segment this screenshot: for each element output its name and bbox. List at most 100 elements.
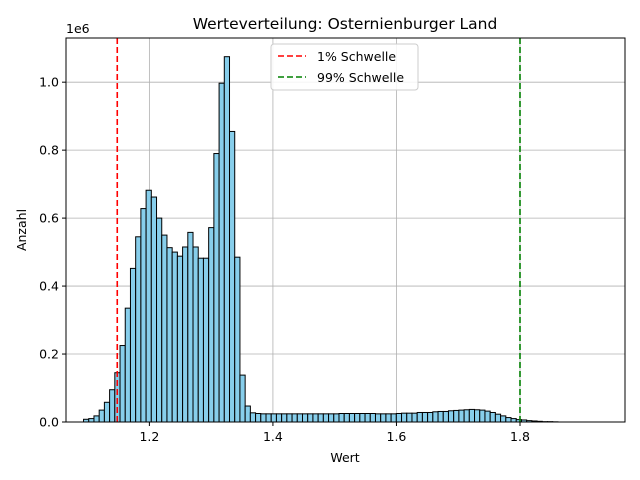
histogram-bar <box>427 411 434 423</box>
y-tick-label: 0.2 <box>39 347 59 362</box>
chart-title: Werteverteilung: Osternienburger Land <box>193 15 498 33</box>
histogram-bar <box>296 413 303 423</box>
plot-frame <box>65 37 626 423</box>
legend-label-1pct: 1% Schwelle <box>317 49 396 64</box>
histogram-bar <box>260 413 267 423</box>
histogram-bar <box>390 413 397 423</box>
histogram-bar <box>484 410 491 423</box>
histogram-bar <box>124 307 131 423</box>
y-axis-ticks: 0.0 0.2 0.4 0.6 0.8 1.0 <box>39 75 66 430</box>
histogram-bar <box>468 408 476 423</box>
x-tick-label: 1.4 <box>263 429 283 444</box>
histogram-bar <box>265 413 272 423</box>
histogram-bar <box>489 411 496 423</box>
histogram-bar <box>395 413 403 423</box>
histogram-bar <box>166 247 173 423</box>
histogram-bar <box>187 231 194 423</box>
histogram-bar <box>510 418 517 423</box>
histogram-bar <box>88 418 95 423</box>
x-tick-label: 1.8 <box>510 429 530 444</box>
y-axis-label: Anzahl <box>14 209 29 251</box>
histogram-bar <box>286 413 293 423</box>
histogram-bar <box>140 208 147 423</box>
histogram-bar <box>93 415 100 423</box>
y-offset-label: 1e6 <box>66 21 90 36</box>
histogram-bar <box>307 413 314 423</box>
histogram-bar <box>317 413 324 423</box>
histogram-bar <box>479 409 486 423</box>
histogram-bar <box>202 257 210 423</box>
histogram-bar <box>463 409 470 423</box>
y-tick-label: 0.6 <box>39 211 59 226</box>
histogram-bar <box>176 255 184 423</box>
histogram-bar <box>374 413 382 423</box>
histogram-bar <box>229 130 236 423</box>
histogram-bar <box>301 413 309 423</box>
histogram-bar <box>447 410 455 423</box>
y-tick-label: 1.0 <box>39 75 59 90</box>
histogram-bar <box>380 413 387 423</box>
histogram-bar <box>416 411 423 423</box>
histogram-bar <box>239 374 246 423</box>
histogram-bar <box>406 412 413 423</box>
histogram-bar <box>359 413 366 423</box>
y-tick-label: 0.0 <box>39 415 59 430</box>
y-tick-label: 0.8 <box>39 143 59 158</box>
histogram-bar <box>453 409 460 423</box>
histogram-bar <box>458 409 465 423</box>
x-tick-label: 1.6 <box>387 429 407 444</box>
histogram-bar <box>218 82 225 423</box>
histogram-bar <box>364 413 371 423</box>
legend-label-99pct: 99% Schwelle <box>317 70 404 85</box>
histogram-bar <box>442 410 449 423</box>
x-axis-label: Wert <box>330 450 359 465</box>
histogram-bar <box>369 413 376 423</box>
histogram-bar <box>145 189 152 423</box>
histogram-bar <box>244 405 251 423</box>
histogram-bar <box>343 413 350 423</box>
histogram-bar <box>500 415 507 423</box>
histogram-bar <box>385 413 392 423</box>
histogram-bar <box>171 251 178 423</box>
histogram-bar <box>156 217 163 423</box>
threshold-lines <box>116 38 521 422</box>
histogram-bar <box>333 413 340 423</box>
y-tick-label: 0.4 <box>39 279 59 294</box>
histogram-bar <box>354 413 361 423</box>
histogram-bar <box>109 389 116 423</box>
histogram-bar <box>411 412 418 423</box>
histogram-bar <box>182 246 189 423</box>
histogram-bar <box>338 413 345 423</box>
histogram-bar <box>103 401 111 423</box>
histogram-bar <box>270 413 277 423</box>
legend: 1% Schwelle 99% Schwelle <box>270 43 419 91</box>
histogram-bar <box>161 234 168 423</box>
histogram-bar <box>328 413 335 423</box>
histogram-bar <box>494 413 502 423</box>
histogram-bar <box>234 256 241 423</box>
x-axis-ticks: 1.2 1.4 1.6 1.8 <box>139 422 530 444</box>
legend-box <box>270 43 419 91</box>
histogram-bar <box>197 257 204 423</box>
histogram-bar <box>437 410 444 423</box>
histogram-bar <box>129 267 137 423</box>
histogram-bar <box>291 413 298 423</box>
histogram-bar <box>223 56 231 423</box>
histogram-bar <box>348 413 356 423</box>
histogram-bar <box>213 153 220 423</box>
histogram-bar <box>281 413 288 423</box>
x-tick-label: 1.2 <box>139 429 159 444</box>
histogram-bar <box>135 236 142 423</box>
histogram-bar <box>119 345 126 423</box>
histogram-bar <box>275 413 283 423</box>
histogram-bar <box>432 411 439 423</box>
histogram-bar <box>255 413 262 423</box>
histogram-bar <box>208 227 215 423</box>
histogram-bar <box>150 196 158 423</box>
histogram-bar <box>312 413 319 423</box>
histogram-bar <box>505 417 512 423</box>
histogram-bars <box>83 56 559 423</box>
histogram-bar <box>401 412 408 423</box>
histogram-bar <box>98 409 105 423</box>
